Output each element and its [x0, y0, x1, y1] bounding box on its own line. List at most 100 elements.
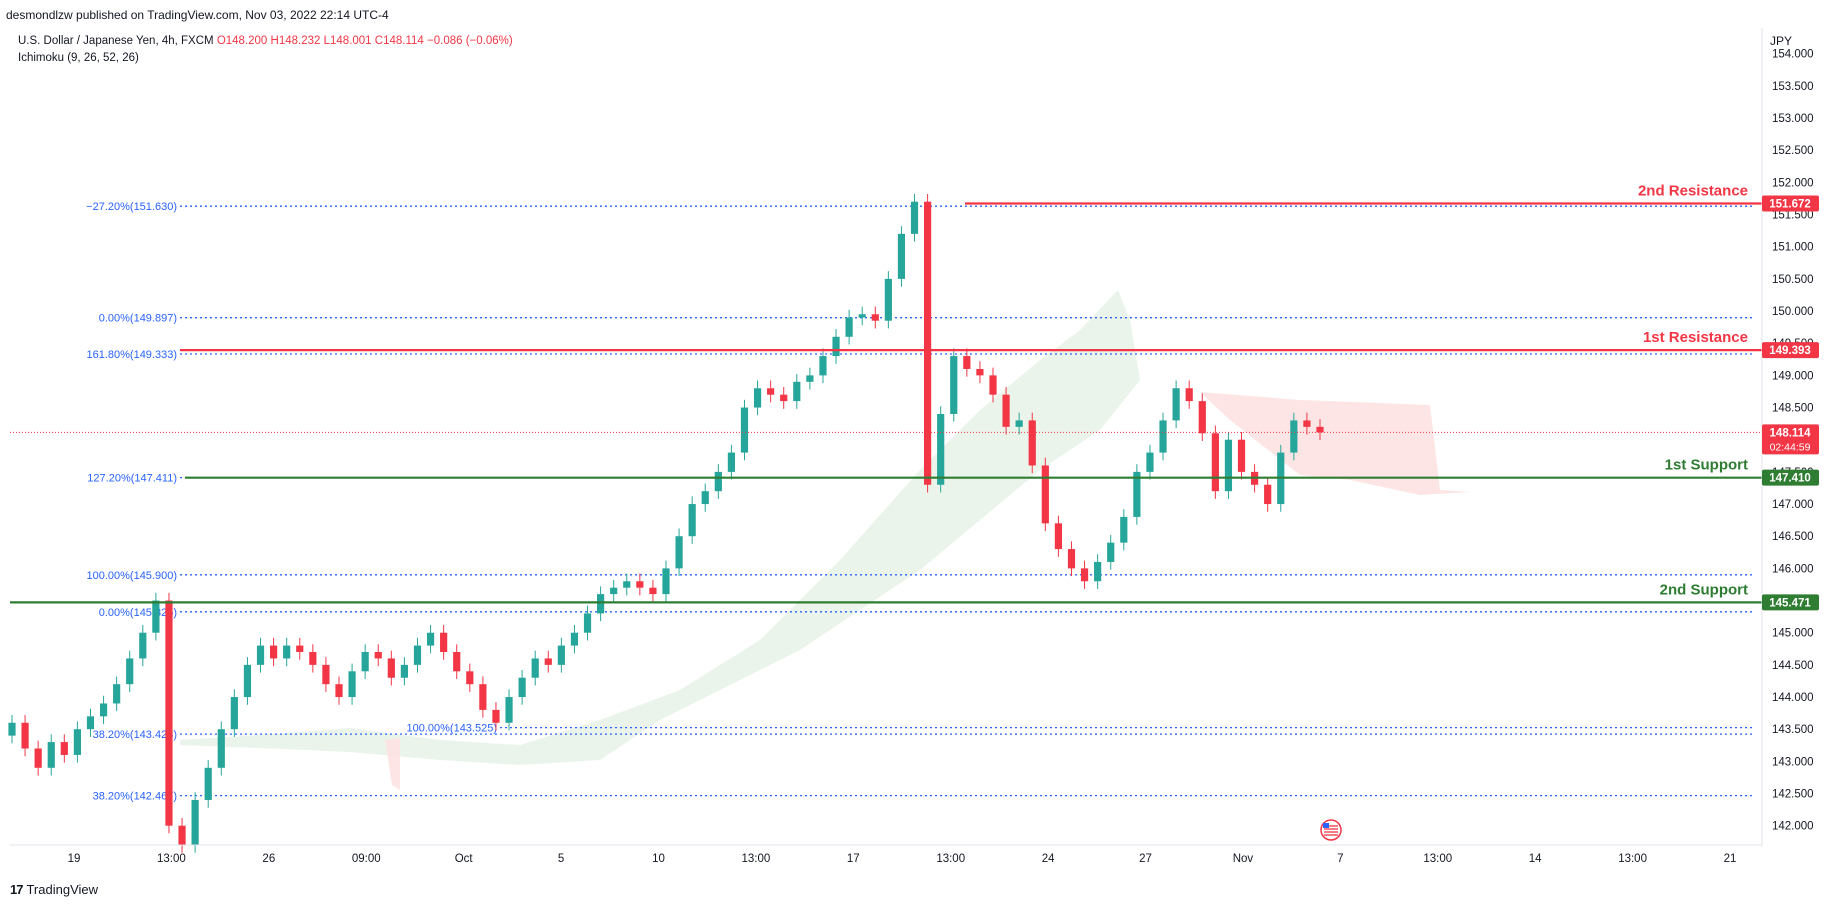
candle-body	[1198, 401, 1206, 434]
candle-body	[374, 652, 382, 659]
y-tick-label: 147.000	[1772, 499, 1814, 511]
candle-body	[256, 645, 265, 665]
candle-body	[152, 600, 160, 633]
candle-body	[1107, 542, 1115, 562]
candle-body	[1080, 568, 1089, 582]
y-tick-label: 145.000	[1772, 628, 1814, 640]
candle-body	[937, 413, 945, 485]
candle-body	[479, 684, 487, 710]
y-tick-label: 146.500	[1772, 531, 1814, 543]
candle-body	[426, 632, 435, 646]
level-price-tag-text: 149.393	[1769, 345, 1811, 357]
candle-body	[440, 632, 448, 653]
current-price-tag	[1762, 424, 1819, 455]
y-tick-label: 144.500	[1772, 660, 1814, 672]
candle-body	[243, 664, 252, 698]
candle-body	[767, 388, 775, 395]
x-tick-label: 21	[1724, 853, 1737, 865]
candle-body	[1041, 465, 1049, 524]
candle-body	[1277, 452, 1285, 505]
candle-body	[793, 381, 801, 402]
ohlc-open: O148.200	[216, 35, 268, 47]
candle-body	[165, 600, 173, 826]
x-tick-label: 5	[558, 853, 564, 865]
flag-circle	[1320, 819, 1342, 841]
candle-body	[1146, 452, 1154, 472]
y-tick-label: 143.500	[1772, 724, 1814, 736]
candle-body	[1120, 516, 1128, 543]
y-tick-label: 152.500	[1772, 145, 1814, 157]
candle-body	[1054, 523, 1062, 550]
level-label: 2nd Support	[1660, 581, 1748, 598]
candle-body	[466, 671, 474, 685]
fib-label: 127.20%(147.411)	[87, 473, 177, 485]
candle-body	[531, 658, 539, 678]
candle-body	[753, 388, 762, 408]
y-tick-label: 150.500	[1772, 274, 1814, 286]
candle-body	[832, 336, 840, 357]
x-tick-label: Oct	[455, 853, 474, 865]
candle-body	[348, 671, 356, 698]
ohlc-high: H148.232	[270, 35, 321, 47]
fib-label: 100.00%(143.525)	[406, 723, 497, 735]
y-tick-label: 147.500	[1772, 467, 1814, 479]
candle-body	[924, 201, 932, 485]
symbol-legend: U.S. Dollar / Japanese Yen, 4h, FXCM O14…	[18, 35, 513, 47]
ichimoku-cloud-green	[180, 290, 1140, 765]
level-price-tag-text: 151.672	[1769, 198, 1811, 210]
ohlc-close: C148.114	[374, 35, 424, 47]
y-tick-label: 146.000	[1772, 563, 1814, 575]
x-tick-label: 27	[1139, 853, 1152, 865]
candle-body	[688, 504, 696, 537]
x-tick-label: Nov	[1233, 853, 1254, 865]
y-tick-label: 153.500	[1772, 81, 1814, 93]
candle-body	[387, 658, 395, 678]
candle-body	[204, 767, 212, 800]
candle-body	[557, 645, 565, 665]
candle-body	[675, 536, 683, 569]
us-flag-icon	[1320, 819, 1342, 841]
candle-body	[910, 201, 919, 234]
countdown-text: 02:44:59	[1770, 441, 1811, 453]
level-price-tag	[1762, 594, 1819, 611]
level-price-tag	[1762, 342, 1819, 359]
x-tick-label: 14	[1529, 853, 1542, 865]
level-price-tag-text: 147.410	[1769, 473, 1811, 485]
y-tick-label: 142.500	[1772, 789, 1814, 801]
y-tick-label: 152.000	[1772, 177, 1814, 189]
candle-body	[453, 652, 461, 672]
candle-body	[21, 722, 29, 749]
candle-body	[1028, 420, 1036, 466]
candle-body	[178, 825, 186, 845]
sr-levels: 2nd Resistance 1st Resistance 1st Support 2…	[10, 182, 1762, 604]
x-tick-label: 13:00	[741, 853, 770, 865]
current-price-text: 148.114	[1770, 427, 1812, 439]
candle-body	[230, 697, 238, 730]
level-price-tag	[1762, 195, 1819, 212]
candle-body	[1237, 439, 1246, 472]
candle-body	[518, 677, 526, 698]
x-tick-label: 13:00	[1618, 853, 1647, 865]
level-label: 2nd Resistance	[1638, 182, 1748, 199]
y-tick-label: 148.000	[1772, 435, 1814, 447]
candle-body	[1303, 420, 1311, 427]
candle-body	[780, 394, 788, 402]
ichimoku-cloud	[180, 290, 1470, 790]
y-tick-label: 150.000	[1772, 306, 1814, 318]
candle-body	[570, 632, 579, 646]
candle-body	[60, 742, 68, 755]
candle-body	[73, 729, 81, 755]
candle-body	[1094, 561, 1102, 582]
x-tick-label: 19	[68, 853, 81, 865]
candle-body	[583, 613, 592, 633]
candle-body	[1172, 388, 1180, 421]
indicator-legend[interactable]: Ichimoku (9, 26, 52, 26)	[18, 52, 139, 64]
x-tick-label: 13:00	[157, 853, 186, 865]
candle-body	[139, 632, 147, 659]
symbol-name[interactable]: U.S. Dollar / Japanese Yen, 4h, FXCM	[18, 35, 214, 47]
tradingview-logo[interactable]: 17 TradingView	[10, 882, 98, 897]
candle-body	[662, 568, 670, 595]
candle-body	[636, 581, 644, 588]
candle-body	[1067, 549, 1076, 569]
